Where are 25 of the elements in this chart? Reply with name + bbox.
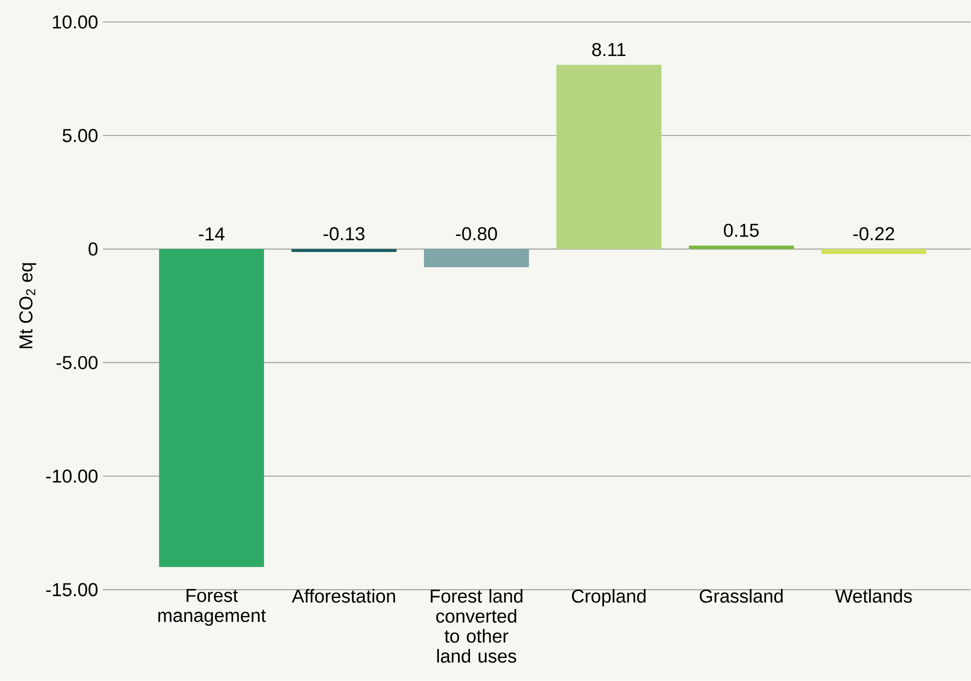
bar xyxy=(292,249,396,252)
bar xyxy=(424,249,529,268)
y-tick-label: 10.00 xyxy=(52,16,98,29)
x-tick-label: Cropland xyxy=(572,589,646,607)
bar xyxy=(688,246,794,250)
bar xyxy=(821,249,926,254)
x-tick-label: Wetlands xyxy=(835,589,912,603)
data-label: -0.80 xyxy=(456,227,497,241)
y-tick-label: -10.00 xyxy=(46,470,98,483)
x-tick-label: Forest management xyxy=(158,589,266,626)
y-tick-label: -5.00 xyxy=(56,356,98,370)
data-label: -0.13 xyxy=(324,227,364,241)
bar xyxy=(556,65,662,250)
x-tick-label: Grassland xyxy=(700,589,783,603)
y-axis-title: Mt CO$_{2}$ eq xyxy=(19,263,36,348)
data-label: -0.22 xyxy=(853,227,894,241)
data-label: 8.11 xyxy=(592,43,626,56)
y-tick-label: 0 xyxy=(88,242,98,256)
x-tick-label: Afforestation xyxy=(292,589,395,603)
data-label: -14 xyxy=(198,228,224,241)
data-label: 0.15 xyxy=(724,224,759,238)
y-tick-label: 5.00 xyxy=(62,129,98,142)
y-tick-label: -15.00 xyxy=(46,583,98,596)
x-tick-label: Forest land converted to other land uses xyxy=(430,589,522,663)
bar xyxy=(159,249,264,568)
